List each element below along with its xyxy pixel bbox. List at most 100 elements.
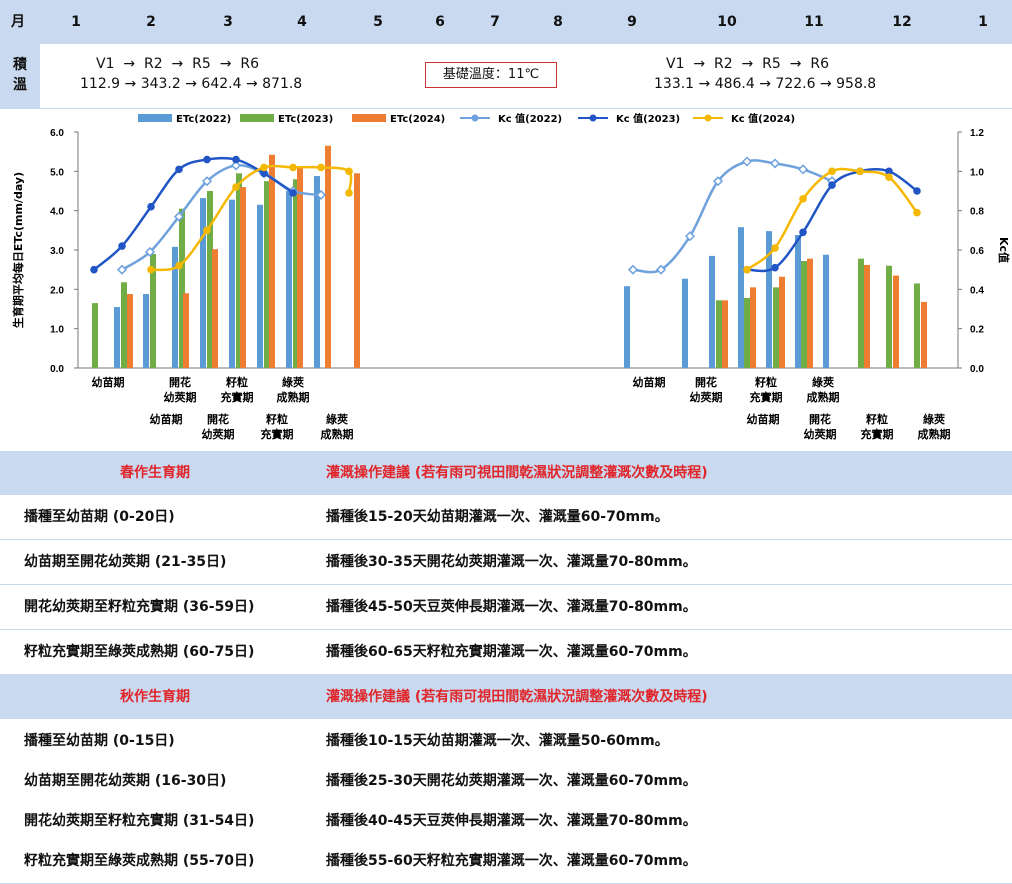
spring-stages: V1 → R2 → R5 → R6	[96, 56, 259, 72]
legend-marker	[589, 114, 597, 122]
y2-tick-label: 1.0	[970, 167, 984, 178]
bar-etc2023-spring	[236, 173, 242, 368]
header-stage: 秋作生育期	[120, 689, 190, 705]
line-kc2022-spring-point	[173, 211, 185, 222]
line-kc2023-spring-point	[175, 165, 183, 174]
row-advice: 播種後60-65天籽粒充實期灌溉一次、灌溉量60-70mm。	[326, 644, 697, 660]
line-kc2024-autumn-point	[799, 195, 807, 203]
accumulated-temperature-row: 積 溫 V1 → R2 → R5 → R6 112.9 → 343.2 → 64…	[0, 44, 1012, 109]
bar-etc2024-spring	[183, 293, 189, 368]
table-row: 開花幼莢期至籽粒充實期 (36-59日) 播種後45-50天豆莢伸長期灌溉一次、灌…	[0, 585, 1012, 630]
line-kc2024-autumn-point	[913, 208, 921, 217]
month-11: 11	[804, 14, 824, 30]
month-2: 2	[146, 14, 156, 30]
legend-entry: Kc 值(2022)	[498, 112, 562, 125]
month-label: 月	[11, 14, 25, 30]
line-kc2024-spring-point	[345, 189, 353, 197]
bar-etc2023-autumn	[716, 300, 722, 368]
accum-label: 積 溫	[0, 44, 40, 108]
month-header: 月 1 2 3 4 5 6 7 8 9 10 11 12 1	[0, 0, 1012, 44]
bar-etc2024-spring	[325, 145, 331, 368]
header-stage: 春作生育期	[120, 465, 190, 481]
line-kc2022-autumn-point	[627, 264, 639, 275]
y-tick-label: 3.0	[50, 246, 64, 257]
line-kc2023-spring-point	[118, 242, 126, 250]
month-12: 12	[892, 14, 912, 30]
line-kc2024-autumn-point	[885, 173, 893, 182]
y2-tick-label: 0.2	[970, 325, 984, 336]
autumn-stages: V1 → R2 → R5 → R6	[666, 56, 829, 72]
bar-etc2024-autumn	[779, 276, 785, 368]
bar-etc2024-spring	[297, 168, 303, 368]
bar-etc2023-autumn	[914, 283, 920, 368]
autumn-accum-values: 133.1 → 486.4 → 722.6 → 958.8	[654, 76, 877, 92]
month-6: 6	[435, 14, 445, 30]
bar-etc2024-spring	[269, 154, 275, 368]
row-advice: 播種後15-20天幼苗期灌溉一次、灌溉量60-70mm。	[326, 509, 669, 525]
bar-etc2023-autumn	[886, 265, 892, 368]
line-kc2023-spring-point	[289, 189, 297, 197]
table-row: 播種至幼苗期 (0-20日) 播種後15-20天幼苗期灌溉一次、灌溉量60-70m…	[0, 495, 1012, 540]
row-advice: 播種後40-45天豆莢伸長期灌溉一次、灌溉量70-80mm。	[326, 813, 697, 829]
month-13: 1	[978, 14, 988, 30]
table-header-2: 秋作生育期 灌溉操作建議 (若有雨可視田間乾濕狀況調整灌溉次數及時程)	[0, 675, 1012, 719]
stage-label-row2-3: 充實期	[261, 427, 294, 441]
y-axis-label: 生育期平均每日ETc(mm/day)	[11, 172, 25, 328]
line-kc2024-spring-point	[203, 226, 211, 235]
spring-accum-values: 112.9 → 343.2 → 642.4 → 871.8	[80, 76, 303, 92]
line-kc2022-spring-point	[315, 189, 327, 200]
stage-label-row1-1: 幼苗期	[92, 375, 125, 389]
bar-etc2023-autumn	[801, 261, 807, 368]
line-kc2023-spring-point	[260, 169, 268, 178]
bar-etc2022-spring	[172, 246, 178, 368]
bar-etc2023-spring	[264, 181, 270, 368]
bar-etc2022-spring	[314, 176, 320, 368]
stage-label-row2-2: 開花	[207, 412, 229, 426]
bar-etc2022-autumn	[766, 231, 772, 368]
bar-etc2024-spring	[212, 249, 218, 368]
line-kc2022-autumn-point	[655, 264, 667, 275]
stage-label-row1-4: 成熟期	[277, 390, 310, 404]
legend-entry: ETc(2023)	[278, 114, 333, 125]
bar-etc2023-spring	[92, 303, 98, 368]
accum-label-char-2: 溫	[13, 77, 27, 93]
stage-label-row1-2: 開花	[169, 375, 191, 389]
stage-label-row2-8: 成熟期	[918, 427, 951, 441]
bar-etc2023-autumn	[858, 258, 864, 368]
stage-label-row1-2: 幼莢期	[164, 390, 197, 404]
line-kc2024-spring-point	[147, 265, 155, 274]
stage-label-row2-4: 綠莢	[326, 412, 348, 426]
line-kc2022-autumn-point	[712, 176, 724, 187]
table-row: 幼苗期至開花幼莢期 (16-30日) 播種後25-30天開花幼莢期灌溉一次、灌溉量…	[0, 759, 1012, 804]
bar-etc2022-autumn	[823, 254, 829, 368]
y-tick-label: 0.0	[50, 364, 64, 375]
bar-etc2023-autumn	[773, 287, 779, 368]
bar-etc2023-spring	[293, 179, 299, 368]
stage-label-row2-5: 幼苗期	[747, 412, 780, 426]
y2-axis-label: Kc值	[997, 237, 1011, 263]
bar-etc2024-autumn	[921, 301, 927, 368]
legend-entry: Kc 值(2023)	[616, 112, 680, 125]
month-3: 3	[223, 14, 233, 30]
month-8: 8	[553, 14, 563, 30]
stage-label-row2-6: 幼莢期	[804, 427, 837, 441]
stage-label-row1-6: 幼莢期	[690, 390, 723, 404]
line-kc2024-autumn-point	[771, 244, 779, 252]
table-row: 開花幼莢期至籽粒充實期 (31-54日) 播種後40-45天豆莢伸長期灌溉一次、灌…	[0, 799, 1012, 844]
row-advice: 播種後10-15天幼苗期灌溉一次、灌溉量50-60mm。	[326, 733, 669, 749]
line-kc2023-autumn-point	[828, 181, 836, 189]
legend-entry: Kc 值(2024)	[731, 112, 795, 125]
bar-etc2024-autumn	[750, 287, 756, 368]
stage-label-row1-3: 充實期	[221, 390, 254, 404]
line-kc2023-spring-point	[147, 202, 155, 211]
bar-etc2022-spring	[286, 191, 292, 368]
line-kc2022-autumn-point	[797, 164, 809, 175]
base-temperature-box: 基礎溫度：11℃	[425, 62, 557, 88]
line-kc2023-autumn-point	[799, 228, 807, 237]
stage-label-row1-8: 綠莢	[812, 375, 834, 389]
y-tick-label: 1.0	[50, 325, 64, 336]
table-row: 幼苗期至開花幼莢期 (21-35日) 播種後30-35天開花幼莢期灌溉一次、灌溉量…	[0, 540, 1012, 585]
bar-etc2023-autumn	[744, 297, 750, 368]
bar-etc2022-autumn	[682, 278, 688, 368]
y2-tick-label: 0.0	[970, 364, 984, 375]
